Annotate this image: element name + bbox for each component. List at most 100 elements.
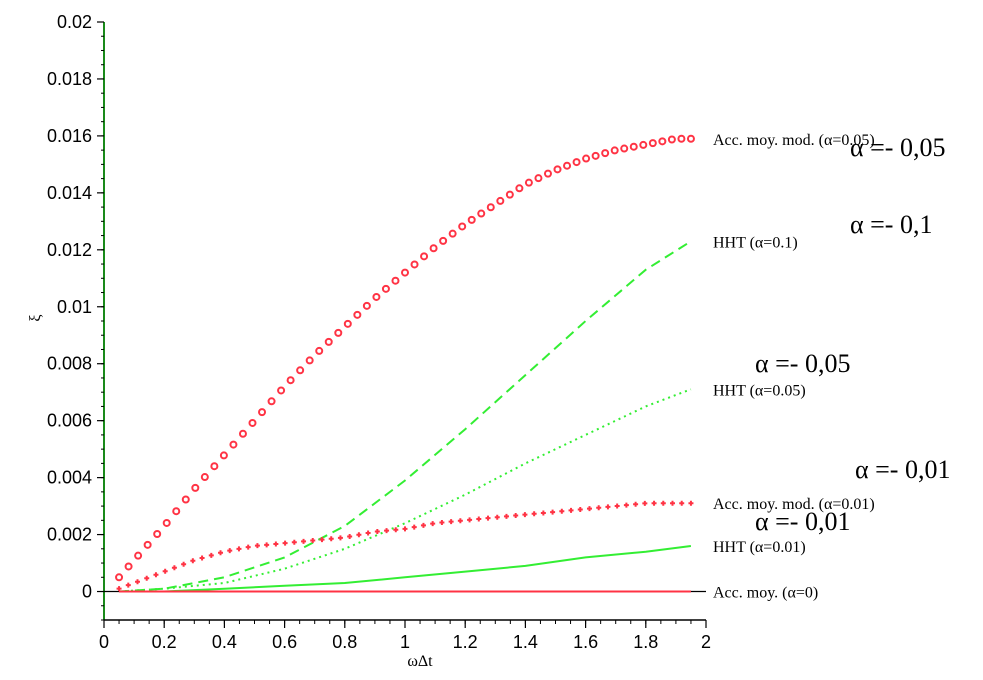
data-point: [629, 142, 638, 151]
series-2: [118, 388, 692, 593]
data-point: [347, 534, 353, 539]
data-point: [494, 514, 500, 520]
data-point: [515, 184, 524, 193]
data-point: [658, 137, 667, 146]
data-point: [543, 169, 552, 178]
data-point: [477, 209, 486, 218]
series-label: Acc. moy. mod. (α=0.05): [713, 132, 875, 149]
data-point: [553, 165, 562, 174]
data-point: [531, 511, 537, 517]
y-tick-label: 0.006: [47, 411, 92, 431]
data-point: [457, 518, 463, 524]
data-point: [458, 222, 467, 231]
data-point: [282, 540, 288, 546]
y-tick-label: 0.02: [57, 12, 92, 32]
data-point: [199, 555, 205, 561]
data-point: [365, 530, 371, 536]
data-point: [143, 540, 152, 549]
data-point: [401, 268, 409, 277]
data-point: [254, 543, 260, 549]
data-point: [601, 149, 610, 158]
data-point: [115, 573, 124, 582]
data-point: [343, 319, 352, 328]
x-tick-label: 0.6: [272, 632, 297, 652]
data-point: [301, 538, 307, 544]
data-point: [639, 140, 648, 149]
x-tick-label: 0.8: [332, 632, 357, 652]
x-tick-label: 0: [99, 632, 109, 652]
data-point: [467, 215, 476, 224]
data-point: [286, 376, 295, 385]
data-point: [496, 196, 505, 205]
alpha-annotation: α =- 0,05: [850, 133, 945, 162]
y-tick-label: 0.012: [47, 240, 92, 260]
data-point: [171, 565, 177, 571]
data-point: [219, 451, 228, 460]
data-point: [334, 328, 343, 337]
data-point: [591, 151, 600, 160]
y-tick-label: 0: [82, 582, 92, 602]
data-point: [651, 500, 657, 506]
data-point: [524, 178, 533, 187]
data-point: [153, 530, 162, 539]
x-tick-label: 1.4: [513, 632, 538, 652]
data-point: [227, 548, 233, 554]
data-point: [208, 552, 214, 558]
data-point: [356, 532, 362, 538]
data-point: [486, 203, 495, 212]
data-point: [448, 229, 457, 238]
alpha-annotation: α =- 0,01: [755, 507, 850, 536]
x-tick-label: 1.6: [573, 632, 598, 652]
data-point: [181, 561, 187, 567]
y-tick-label: 0.002: [47, 525, 92, 545]
data-point: [688, 500, 694, 506]
data-point: [191, 483, 200, 492]
data-point: [258, 408, 267, 417]
data-point: [614, 503, 620, 509]
data-point: [362, 301, 371, 310]
x-tick-label: 1: [400, 632, 410, 652]
data-point: [439, 520, 445, 526]
y-axis-label: ξ: [27, 314, 44, 321]
data-point: [125, 582, 131, 588]
data-point: [582, 154, 591, 163]
x-axis-label: ωΔt: [407, 653, 433, 670]
data-point: [248, 418, 257, 427]
data-point: [291, 539, 297, 545]
data-point: [324, 337, 333, 346]
series-label: Acc. moy. (α=0): [713, 585, 818, 602]
data-point: [648, 139, 657, 148]
data-point: [391, 276, 400, 285]
x-tick-label: 2: [701, 632, 711, 652]
data-point: [328, 536, 334, 542]
data-point: [116, 586, 122, 592]
series-line: [119, 545, 692, 593]
data-point: [218, 550, 224, 556]
series-3: [116, 500, 694, 592]
data-point: [568, 507, 574, 513]
data-point: [245, 544, 251, 550]
series-0: [115, 134, 695, 582]
series-label: HHT (α=0.05): [713, 382, 806, 399]
data-point: [411, 524, 417, 530]
data-point: [238, 429, 247, 438]
series-line: [118, 240, 692, 593]
data-point: [277, 386, 286, 395]
series-label: HHT (α=0.1): [713, 234, 798, 251]
data-point: [296, 366, 305, 375]
data-point: [586, 506, 592, 512]
data-point: [264, 542, 270, 548]
data-point: [513, 513, 519, 519]
data-point: [550, 509, 556, 515]
data-point: [124, 562, 133, 571]
data-point: [190, 558, 196, 564]
data-point: [181, 495, 190, 504]
data-point: [305, 356, 314, 365]
series-label: Acc. moy. mod. (α=0.01): [713, 496, 875, 513]
data-point: [172, 507, 181, 516]
data-point: [439, 236, 448, 245]
x-tick-label: 1.2: [453, 632, 478, 652]
series-4: [119, 545, 692, 593]
data-point: [430, 521, 436, 527]
